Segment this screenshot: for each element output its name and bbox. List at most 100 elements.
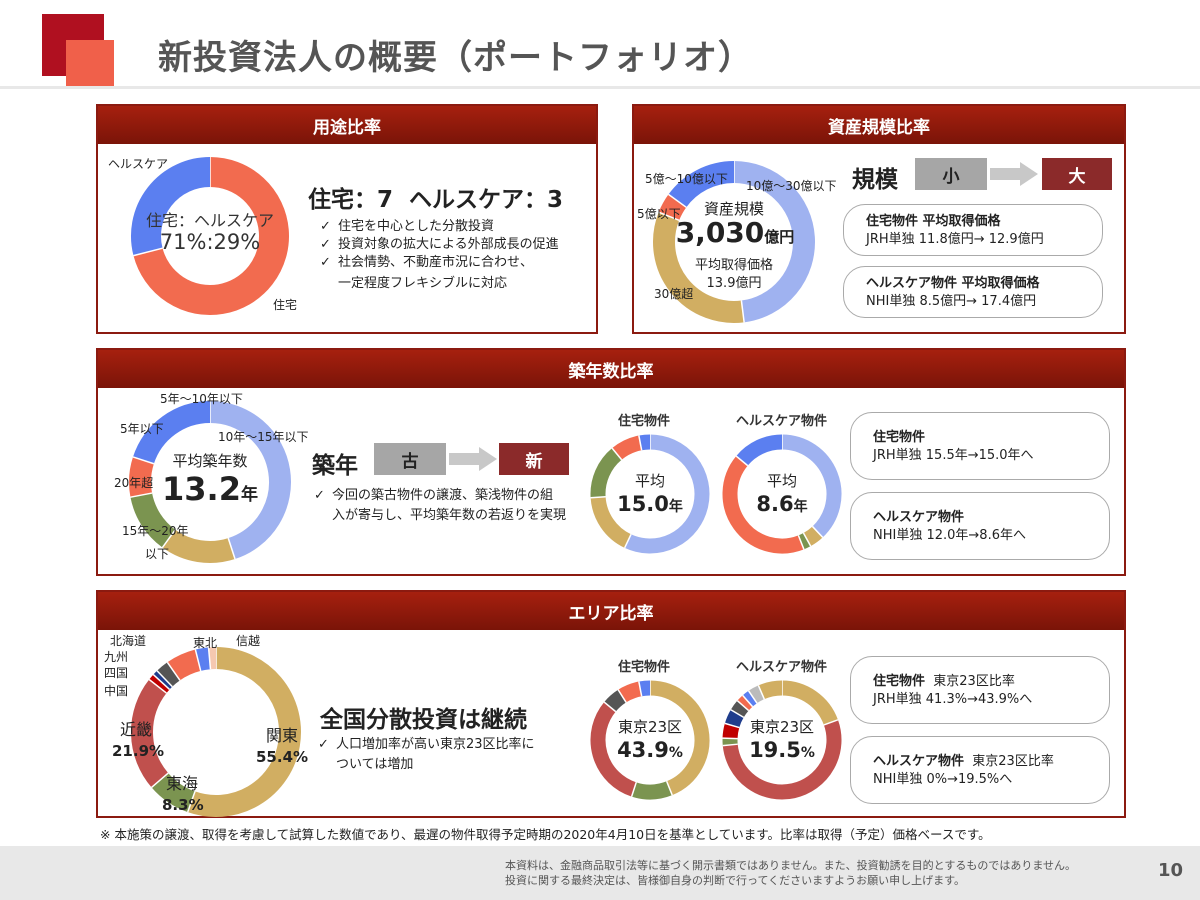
donut-separator bbox=[187, 791, 196, 813]
logo-square-light bbox=[66, 40, 114, 86]
pill-text: NHI単独 12.0年→8.6年へ bbox=[873, 528, 1026, 543]
area-label-tokai: 東海 bbox=[166, 774, 199, 793]
age-res-unit: 年 bbox=[668, 499, 683, 515]
area-healthcare-pill: ヘルスケア物件 東京23区比率 NHI単独 0%→19.5%へ bbox=[850, 736, 1110, 804]
donut-separator bbox=[148, 678, 167, 694]
area-res-heading: 住宅物件 bbox=[618, 660, 671, 675]
size-healthcare-pill: ヘルスケア物件 平均取得価格 NHI単独 8.5億円→ 17.4億円 bbox=[843, 266, 1103, 318]
donut-segment bbox=[624, 434, 710, 554]
age-hc-donut bbox=[722, 434, 842, 554]
age-bullet-cont: 入が寄与し、平均築年数の若返りを実現 bbox=[332, 508, 567, 523]
donut-separator bbox=[797, 535, 805, 550]
donut-separator bbox=[603, 701, 617, 713]
donut-segment bbox=[590, 496, 632, 548]
donut-segment bbox=[781, 680, 838, 726]
pill-text: NHI単独 0%→19.5%へ bbox=[873, 772, 1013, 787]
donut-segment bbox=[748, 685, 765, 704]
donut-separator bbox=[194, 649, 202, 672]
usage-panel-header: 用途比率 bbox=[98, 106, 596, 144]
pill-title-row: 住宅物件 東京23区比率 bbox=[873, 673, 1109, 691]
title-divider bbox=[0, 86, 1200, 89]
donut-segment bbox=[668, 161, 735, 208]
donut-separator bbox=[166, 661, 181, 681]
usage-bullets: 住宅を中心とした分散投資 投資対象の拡大による外部成長の促進 社会情勢、不動産市… bbox=[320, 218, 590, 272]
donut-segment bbox=[736, 434, 783, 466]
donut-separator bbox=[638, 681, 643, 697]
age-center-value: 13.2年 bbox=[145, 470, 275, 508]
area-label-kyushu: 九州 bbox=[104, 650, 129, 664]
area-res-number: 43.9 bbox=[617, 738, 669, 762]
age-center-unit: 年 bbox=[240, 485, 258, 505]
age-residential-pill: 住宅物件 JRH単独 15.5年→15.0年へ bbox=[850, 412, 1110, 480]
age-donut bbox=[129, 401, 291, 563]
donut-segment bbox=[758, 680, 783, 700]
area-label-shikoku: 四国 bbox=[104, 666, 129, 680]
donut-segment bbox=[149, 674, 170, 694]
age-hc-number: 8.6 bbox=[756, 492, 794, 516]
age-old-box: 古 bbox=[374, 443, 446, 475]
area-donut bbox=[131, 647, 301, 817]
donut-segment bbox=[167, 649, 202, 681]
age-label-under5: 5年以下 bbox=[120, 422, 164, 436]
age-center-number: 13.2 bbox=[162, 470, 241, 508]
pill-title: ヘルスケア物件 平均取得価格 bbox=[866, 276, 1040, 291]
donut-segment bbox=[631, 781, 673, 800]
pill-title: 住宅物件 bbox=[873, 430, 926, 445]
donut-segment bbox=[798, 532, 811, 550]
area-hc-number: 19.5 bbox=[749, 738, 801, 762]
donut-separator bbox=[623, 533, 632, 549]
age-res-heading: 住宅物件 bbox=[618, 414, 671, 429]
donut-separator bbox=[630, 782, 637, 797]
age-res-number: 15.0 bbox=[617, 492, 669, 516]
age-res-donut bbox=[590, 434, 710, 554]
size-small-box: 小 bbox=[915, 158, 987, 190]
size-large-box: 大 bbox=[1042, 158, 1112, 190]
area-bullet-cont: ついては増加 bbox=[336, 757, 414, 772]
donut-segment bbox=[618, 681, 642, 703]
donut-segment bbox=[733, 161, 815, 323]
donut-separator bbox=[658, 211, 680, 221]
pill-text: JRH単独 15.5年→15.0年へ bbox=[873, 448, 1034, 463]
size-label-5-10: 5億～10億以下 bbox=[645, 172, 728, 186]
area-hc-heading: ヘルスケア物件 bbox=[736, 660, 828, 675]
donut-separator bbox=[757, 685, 766, 700]
donut-separator bbox=[730, 709, 745, 718]
donut-separator bbox=[722, 743, 738, 747]
donut-separator bbox=[747, 690, 758, 704]
disclaimer: 本資料は、金融商品取引法等に基づく開示書類ではありません。また、投資勧誘を目的と… bbox=[505, 858, 1076, 888]
area-panel-header: エリア比率 bbox=[98, 592, 1124, 630]
area-label-kinki: 近畿 bbox=[120, 720, 153, 739]
age-scale-label: 築年 bbox=[312, 453, 358, 479]
size-center-avg-label: 平均取得価格 bbox=[694, 258, 773, 273]
donut-separator bbox=[811, 525, 824, 538]
donut-segment bbox=[187, 647, 301, 817]
donut-segment bbox=[653, 212, 745, 323]
usage-label-healthcare: ヘルスケア bbox=[108, 157, 169, 171]
age-bullet: 今回の築古物件の譲渡、築浅物件の組 bbox=[314, 487, 584, 505]
age-label-15-20: 15年～20年 bbox=[122, 524, 189, 538]
donut-segment bbox=[604, 689, 627, 712]
pill-title: ヘルスケア物件 bbox=[873, 510, 965, 525]
donut-segment bbox=[638, 434, 651, 451]
age-res-center-value: 15.0年 bbox=[600, 492, 700, 516]
donut-segment bbox=[638, 680, 651, 697]
area-res-center-value: 43.9% bbox=[600, 738, 700, 762]
usage-donut bbox=[131, 157, 289, 315]
area-label-kinki-pct: 21.9% bbox=[112, 742, 165, 760]
age-label-10-15: 10年～15年以下 bbox=[218, 430, 309, 444]
donut-segment bbox=[151, 772, 196, 813]
size-label-under5: 5億以下 bbox=[637, 207, 681, 221]
age-bullets: 今回の築古物件の譲渡、築浅物件の組 bbox=[314, 487, 584, 505]
pill-title-row: ヘルスケア物件 東京23区比率 bbox=[873, 753, 1109, 771]
donut-segment bbox=[131, 679, 169, 788]
donut-separator bbox=[665, 780, 673, 796]
usage-bullet-cont: 一定程度フレキシブルに対応 bbox=[338, 276, 508, 291]
usage-center-label: 住宅：ヘルスケア bbox=[145, 211, 274, 230]
age-new-box: 新 bbox=[499, 443, 569, 475]
size-residential-pill: 住宅物件 平均取得価格 JRH単独 11.8億円→ 12.9億円 bbox=[843, 204, 1103, 256]
area-res-center-label: 東京23区 bbox=[617, 718, 683, 736]
pill-title: 住宅物件 bbox=[873, 674, 926, 689]
area-hc-unit: % bbox=[800, 745, 815, 761]
donut-segment bbox=[803, 526, 823, 547]
donut-segment bbox=[649, 680, 710, 796]
